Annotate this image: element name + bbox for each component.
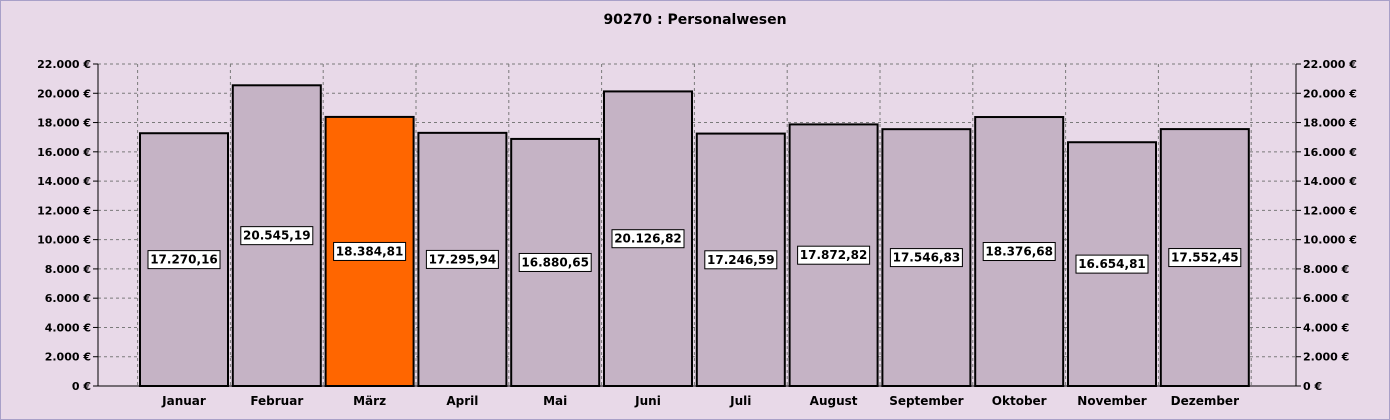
value-label-box [1168, 248, 1242, 268]
value-label: 16.880,65 [521, 255, 589, 269]
y-tick-label-right: 2.000 € [1303, 351, 1349, 364]
value-label-box [704, 250, 778, 270]
y-tick-label-left: 14.000 € [37, 175, 91, 188]
value-label: 17.872,82 [800, 248, 868, 262]
value-label-box [611, 229, 685, 249]
value-label-box [1075, 254, 1149, 274]
x-tick-label: Dezember [1171, 394, 1239, 408]
value-label: 16.654,81 [1078, 257, 1146, 271]
value-label: 17.552,45 [1171, 251, 1239, 265]
y-tick-label-right: 6.000 € [1303, 292, 1349, 305]
value-label: 20.545,19 [243, 229, 311, 243]
value-label: 18.384,81 [336, 244, 404, 258]
value-label: 20.126,82 [614, 232, 682, 246]
x-tick-label: August [810, 394, 858, 408]
y-tick-label-right: 10.000 € [1303, 234, 1357, 247]
x-tick-label: Juli [729, 394, 751, 408]
y-tick-label-right: 18.000 € [1303, 117, 1357, 130]
x-tick-label: März [353, 394, 386, 408]
y-tick-label-right: 8.000 € [1303, 263, 1349, 276]
x-tick-label: April [446, 394, 478, 408]
value-label-box [518, 252, 592, 272]
y-tick-label-left: 22.000 € [37, 58, 91, 71]
value-label-box [147, 250, 221, 270]
value-label-box [889, 248, 963, 268]
y-tick-label-left: 6.000 € [45, 292, 91, 305]
x-tick-label: November [1077, 394, 1146, 408]
x-tick-label: September [889, 394, 963, 408]
y-tick-label-left: 0 € [72, 380, 91, 393]
y-tick-label-right: 22.000 € [1303, 58, 1357, 71]
value-label-box [425, 249, 499, 269]
value-label-box [797, 245, 871, 265]
y-tick-label-right: 16.000 € [1303, 146, 1357, 159]
y-tick-label-left: 4.000 € [45, 321, 91, 334]
x-tick-label: Februar [250, 394, 303, 408]
y-tick-label-right: 20.000 € [1303, 87, 1357, 100]
y-tick-label-left: 20.000 € [37, 87, 91, 100]
x-tick-label: Mai [543, 394, 567, 408]
value-label-box [240, 226, 314, 246]
x-tick-label: Oktober [992, 394, 1047, 408]
chart-title: 90270 : Personalwesen [603, 12, 787, 28]
value-label: 17.546,83 [893, 251, 961, 265]
y-tick-label-left: 8.000 € [45, 263, 91, 276]
y-tick-label-left: 12.000 € [37, 204, 91, 217]
y-tick-label-right: 0 € [1303, 380, 1322, 393]
y-tick-label-right: 4.000 € [1303, 321, 1349, 334]
y-tick-label-right: 12.000 € [1303, 204, 1357, 217]
y-tick-label-right: 14.000 € [1303, 175, 1357, 188]
x-tick-label: Juni [634, 394, 661, 408]
x-tick-label: Januar [161, 394, 206, 408]
value-label: 17.270,16 [150, 253, 218, 267]
value-label: 17.295,94 [429, 252, 497, 266]
value-label-box [333, 241, 407, 261]
y-tick-label-left: 10.000 € [37, 234, 91, 247]
y-tick-label-left: 16.000 € [37, 146, 91, 159]
value-label: 18.376,68 [985, 245, 1053, 259]
value-label: 17.246,59 [707, 253, 775, 267]
y-tick-label-left: 18.000 € [37, 117, 91, 130]
value-label-box [982, 242, 1056, 262]
y-tick-label-left: 2.000 € [45, 351, 91, 364]
labels: 0 € 0 € 2.000 € 2.000 € 4.000 € 4.000 € 6.000 … [37, 58, 1357, 408]
